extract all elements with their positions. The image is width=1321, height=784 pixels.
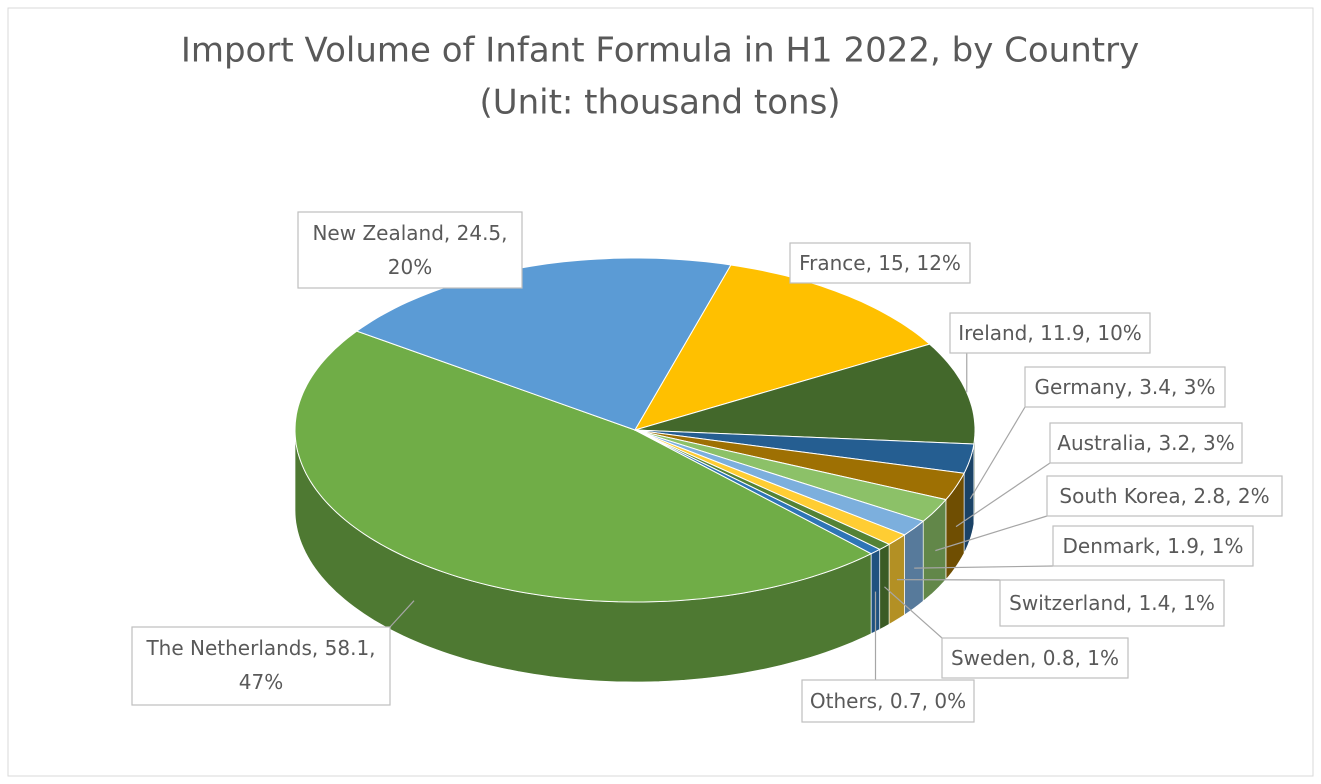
label-category: Denmark — [1063, 534, 1155, 558]
label-value: 0.8 — [1043, 646, 1075, 670]
label-percent: 0% — [934, 689, 966, 713]
label-value: 15 — [878, 251, 903, 275]
label-percent: 20% — [388, 255, 432, 279]
label-value: 0.7 — [890, 689, 922, 713]
label-value: 58.1 — [325, 636, 370, 660]
label-percent: 3% — [1184, 375, 1216, 399]
label-box — [1052, 525, 1254, 567]
pie-slice — [634, 429, 881, 555]
label-box — [801, 679, 975, 723]
label-box — [941, 637, 1129, 679]
label-category: Switzerland — [1009, 591, 1126, 615]
chart-subtitle: (Unit: thousand tons) — [479, 83, 840, 123]
label-category: France — [799, 251, 866, 275]
label-category: New Zealand — [312, 221, 443, 245]
label-category: Germany — [1035, 375, 1127, 399]
label-percent: 2% — [1238, 484, 1270, 508]
leader-line — [935, 515, 1048, 552]
data-label: France, 15, 12% — [799, 251, 961, 275]
leader-line — [389, 600, 415, 628]
label-box — [1049, 422, 1243, 464]
label-value: 2.8 — [1193, 484, 1225, 508]
label-box — [949, 312, 1151, 354]
label-box — [789, 242, 971, 284]
label-percent: 12% — [916, 251, 960, 275]
label-percent: 10% — [1097, 321, 1141, 345]
label-box — [1046, 475, 1283, 517]
pie-slice — [355, 257, 732, 431]
label-category: South Korea — [1059, 484, 1180, 508]
leader-line — [914, 565, 1054, 569]
label-box — [1024, 366, 1226, 408]
pie-slice-side — [879, 543, 890, 630]
data-label: Australia, 3.2, 3% — [1057, 431, 1234, 455]
label-box — [131, 626, 391, 706]
label-box — [999, 579, 1225, 627]
chart-title: Import Volume of Infant Formula in H1 20… — [181, 31, 1139, 71]
label-box — [297, 211, 523, 289]
pie-tops — [294, 257, 976, 603]
label-value: 1.9 — [1167, 534, 1199, 558]
label-percent: 1% — [1087, 646, 1119, 670]
leader-line — [955, 462, 1051, 528]
data-label: Denmark, 1.9, 1% — [1063, 534, 1244, 558]
pie-slice — [634, 429, 947, 522]
leader-line — [884, 586, 943, 639]
leader-line — [969, 406, 1026, 500]
label-category: Others — [810, 689, 877, 713]
label-category: Australia — [1057, 431, 1145, 455]
data-labels: The Netherlands, 58.1, 47%New Zealand, 24… — [131, 211, 1283, 723]
data-label: Sweden, 0.8, 1% — [951, 646, 1119, 670]
label-category: Ireland — [958, 321, 1027, 345]
label-percent: 3% — [1203, 431, 1235, 455]
pie-slice — [294, 330, 873, 603]
data-label: Switzerland, 1.4, 1% — [1009, 591, 1215, 615]
data-label: Others, 0.7, 0% — [810, 689, 966, 713]
pie-slice — [633, 264, 931, 431]
label-category: Sweden — [951, 646, 1030, 670]
data-label: Ireland, 11.9, 10% — [958, 321, 1142, 345]
label-percent: 1% — [1212, 534, 1244, 558]
label-category: The Netherlands — [145, 636, 311, 660]
label-value: 1.4 — [1139, 591, 1171, 615]
label-value: 3.4 — [1139, 375, 1171, 399]
label-percent: 1% — [1183, 591, 1215, 615]
label-value: 24.5 — [457, 221, 502, 245]
pie-slice — [634, 429, 965, 501]
data-label: South Korea, 2.8, 2% — [1059, 484, 1269, 508]
label-percent: 47% — [239, 670, 283, 694]
label-value: 11.9 — [1040, 321, 1085, 345]
data-label: Germany, 3.4, 3% — [1035, 375, 1216, 399]
label-value: 3.2 — [1158, 431, 1190, 455]
